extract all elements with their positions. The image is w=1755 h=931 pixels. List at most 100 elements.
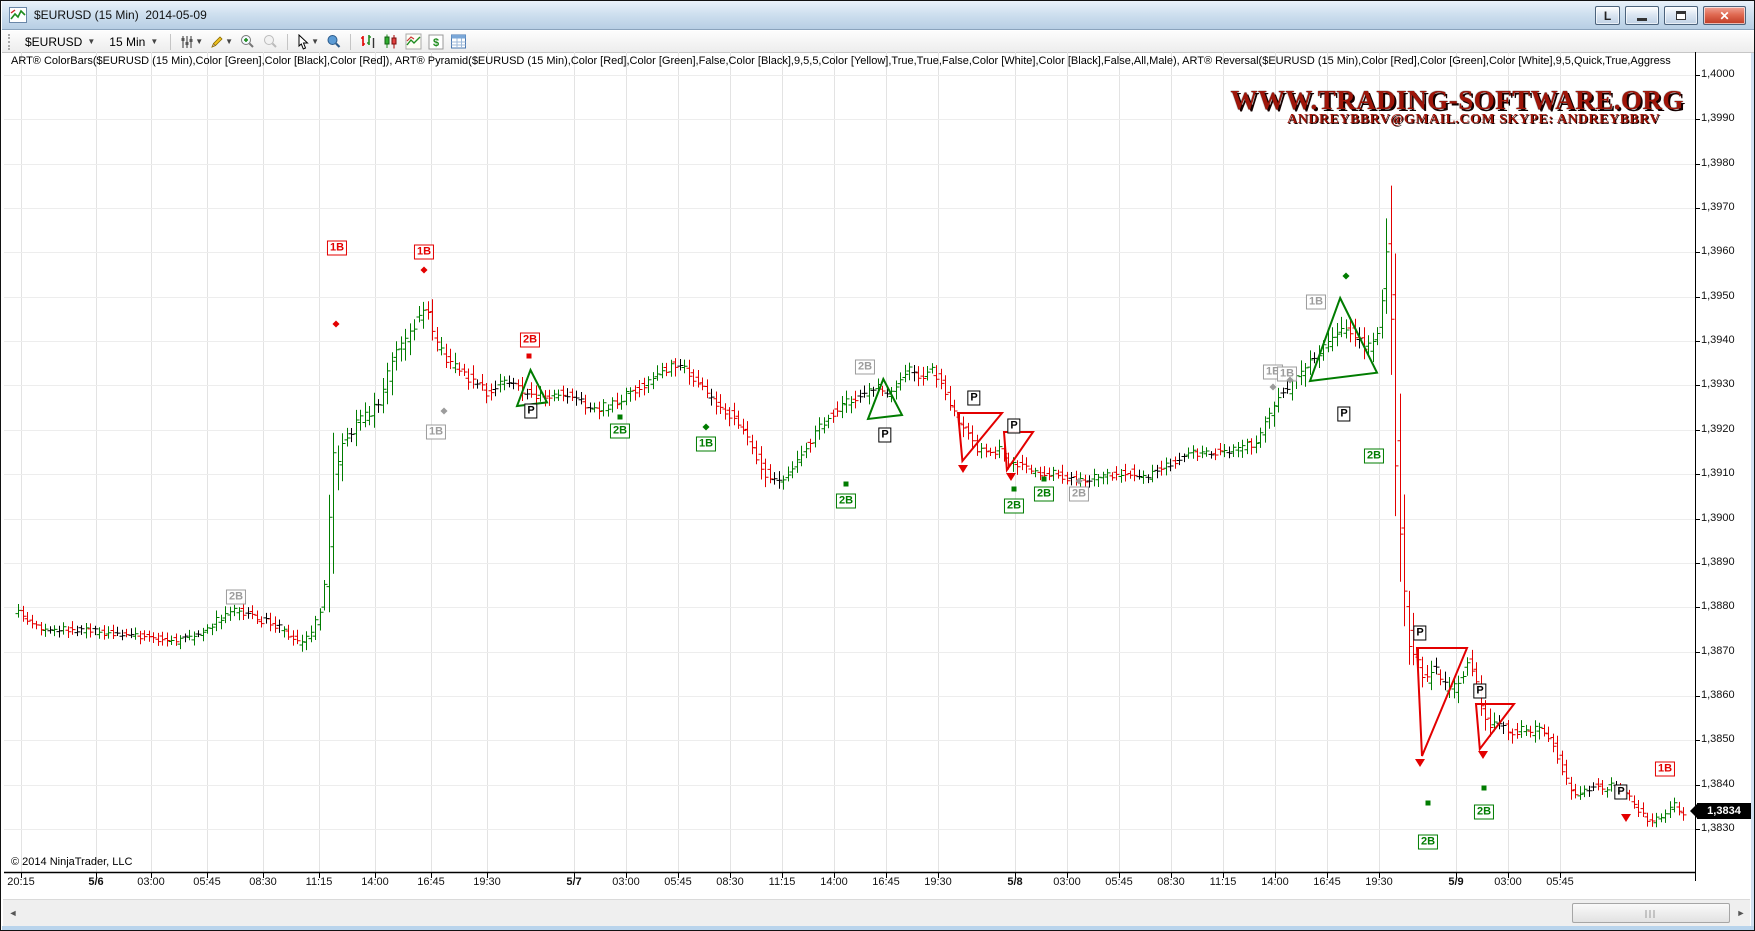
table-grid-icon (451, 34, 466, 49)
zoom-out-disabled-icon (264, 35, 277, 48)
y-axis-price-label: 1,3930 (1701, 378, 1735, 390)
pyramid-signal-box: P (1413, 625, 1427, 641)
scroll-left-arrow-icon[interactable]: ◄ (8, 908, 18, 918)
x-axis-time-label: 19:30 (473, 876, 501, 888)
restore-icon (1676, 11, 1686, 20)
reversal-signal-box: 2B (609, 423, 631, 439)
x-axis-time-label: 14:00 (1261, 876, 1289, 888)
scroll-right-arrow-icon[interactable]: ► (1736, 908, 1746, 918)
green-square-signal-dot (1481, 785, 1487, 791)
reversal-signal-box: 2B (1003, 498, 1025, 514)
y-axis-price-label: 1,3950 (1701, 290, 1735, 302)
ninjatrader-copyright: © 2014 NinjaTrader, LLC (11, 856, 133, 868)
watermark-site-text: WWW.TRADING-SOFTWARE.ORG (1230, 85, 1684, 115)
candlestick-icon (384, 34, 397, 49)
y-axis-price-label: 1,3830 (1701, 822, 1735, 834)
reversal-signal-box: 2B (225, 589, 247, 605)
reversal-signal-box: 2B (1473, 804, 1495, 820)
x-axis-time-label: 03:00 (612, 876, 640, 888)
green-square-signal-dot (617, 414, 623, 420)
x-axis-time-label: 16:45 (872, 876, 900, 888)
x-axis-time-label: 03:00 (137, 876, 165, 888)
toolbar-separator (350, 33, 351, 50)
toolbar-separator (287, 33, 289, 50)
reversal-signal-box: 2B (519, 332, 541, 348)
y-axis-price-label: 1,3860 (1701, 689, 1735, 701)
toolbar: $EURUSD ▼ 15 Min ▼ ▼ ▼ (2, 31, 1754, 53)
indicators-button[interactable]: ▼ (176, 32, 206, 52)
x-axis-time-label: 11:15 (1209, 876, 1237, 888)
x-axis-time-label: 08:30 (716, 876, 744, 888)
pencil-icon (211, 35, 223, 48)
x-axis-time-label: 19:30 (1365, 876, 1393, 888)
red-square-signal-dot (526, 353, 532, 359)
scrollbar-thumb[interactable] (1572, 903, 1730, 923)
y-axis-price-label: 1,3870 (1701, 645, 1735, 657)
x-axis-time-label: 5/8 (1007, 876, 1023, 888)
indicators-sliders-icon (181, 35, 193, 48)
pyramid-signal-box: P (1614, 784, 1628, 800)
zoom-in-icon (241, 35, 254, 48)
x-axis-time-label: 16:45 (417, 876, 445, 888)
reversal-signal-box: 2B (1068, 486, 1090, 502)
chart-style-line-button[interactable] (402, 32, 425, 52)
horizontal-scrollbar[interactable]: ◄ ► (3, 899, 1750, 926)
cursor-arrow-icon (298, 33, 309, 50)
x-axis-time-label: 08:30 (1157, 876, 1185, 888)
title-bar[interactable]: $EURUSD (15 Min) 2014-05-09 L ✕ (2, 1, 1754, 30)
y-axis-price-label: 1,4000 (1701, 68, 1735, 80)
scrollbar-grip-icon (1645, 910, 1657, 918)
y-axis-price-label: 1,3890 (1701, 556, 1735, 568)
x-axis-time-label: 5/6 (88, 876, 104, 888)
y-axis-price-label: 1,3980 (1701, 157, 1735, 169)
grid-view-button[interactable] (447, 32, 470, 52)
reversal-signal-box: 1B (1305, 294, 1327, 310)
interval-dropdown[interactable]: 15 Min ▼ (102, 34, 165, 50)
pyramid-signal-box: P (878, 427, 892, 443)
chevron-down-icon: ▼ (225, 36, 234, 46)
reversal-signal-box: 1B (695, 436, 717, 452)
green-square-signal-dot (1425, 800, 1431, 806)
window-frame-right (1751, 53, 1754, 926)
instrument-dropdown[interactable]: $EURUSD ▼ (18, 34, 102, 50)
reversal-signal-box: 2B (1363, 448, 1385, 464)
cursor-button[interactable]: ▼ (293, 32, 322, 52)
green-square-signal-dot (1011, 486, 1017, 492)
reversal-signal-box: 2B (1417, 834, 1439, 850)
y-axis-price-label: 1,3880 (1701, 600, 1735, 612)
reversal-signal-box: 1B (425, 424, 447, 440)
magnifier-blue-icon (327, 35, 341, 48)
toolbar-grip[interactable] (8, 33, 12, 50)
pyramid-signal-box: P (1473, 683, 1487, 699)
data-box-button[interactable] (322, 32, 345, 52)
x-axis-time-label: 16:45 (1313, 876, 1341, 888)
y-axis-price-label: 1,3840 (1701, 778, 1735, 790)
reversal-signal-box: 1B (326, 240, 348, 256)
pyramid-signal-box: P (524, 403, 538, 419)
zoom-out-button[interactable] (259, 32, 282, 52)
y-axis-price-label: 1,3920 (1701, 423, 1735, 435)
minimize-button[interactable] (1625, 6, 1659, 25)
zoom-in-button[interactable] (236, 32, 259, 52)
restore-button[interactable] (1664, 6, 1698, 25)
chevron-down-icon: ▼ (311, 36, 319, 46)
y-axis-price-label: 1,3900 (1701, 512, 1735, 524)
reversal-signal-box: 2B (854, 359, 876, 375)
x-axis-time-label: 11:15 (305, 876, 333, 888)
reversal-signal-box: 1B (413, 244, 435, 260)
chart-style-bars-button[interactable] (356, 32, 379, 52)
dollar-button[interactable]: $ (425, 32, 447, 52)
chart-plot-area[interactable] (2, 53, 1749, 898)
x-axis-time-label: 5/7 (566, 876, 582, 888)
y-axis-price-label: 1,3960 (1701, 245, 1735, 257)
lock-button[interactable]: L (1595, 6, 1620, 25)
last-price-tag: 1,3834 (1690, 803, 1751, 819)
green-square-signal-dot (843, 481, 849, 487)
x-axis-time-label: 05:45 (1546, 876, 1574, 888)
y-axis-price-label: 1,3990 (1701, 112, 1735, 124)
x-axis-time-label: 19:30 (924, 876, 952, 888)
draw-button[interactable]: ▼ (206, 32, 236, 52)
close-button[interactable]: ✕ (1703, 6, 1746, 25)
chart-style-candles-button[interactable] (379, 32, 402, 52)
